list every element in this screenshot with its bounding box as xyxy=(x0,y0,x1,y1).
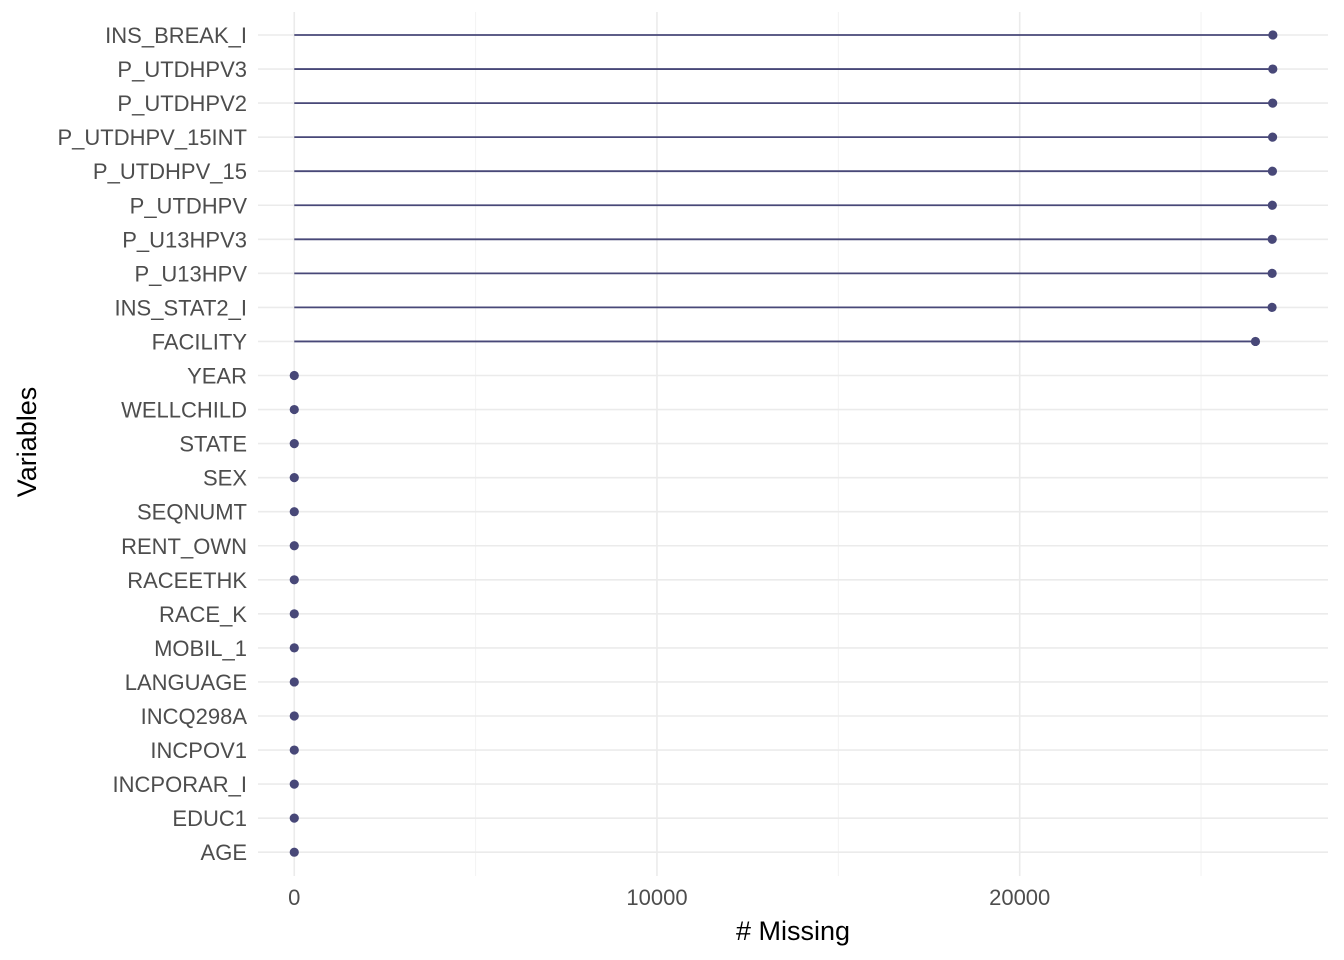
x-tick-label: 10000 xyxy=(626,885,687,910)
lollipop-point xyxy=(1267,200,1277,210)
y-tick-label: INCPORAR_I xyxy=(113,772,247,797)
lollipop-point xyxy=(289,779,299,789)
lollipop-point xyxy=(289,677,299,687)
lollipop-point xyxy=(289,404,299,415)
lollipop-point xyxy=(289,745,299,755)
y-tick-label: RACE_K xyxy=(159,602,247,627)
x-tick-label: 0 xyxy=(288,885,300,910)
x-tick-label: 20000 xyxy=(989,885,1050,910)
y-tick-label: RACEETHK xyxy=(127,568,247,593)
marks-layer xyxy=(289,30,1278,857)
lollipop-point xyxy=(289,643,299,653)
y-axis-title: Variables xyxy=(12,387,42,498)
y-tick-label: P_UTDHPV_15 xyxy=(93,159,247,184)
y-tick-label: INCQ298A xyxy=(141,704,248,729)
grid-layer xyxy=(258,12,1328,876)
lollipop-point xyxy=(289,370,299,381)
y-tick-label: MOBIL_1 xyxy=(154,636,247,661)
lollipop-point xyxy=(289,541,299,551)
lollipop-point xyxy=(289,813,299,823)
y-tick-label: P_U13HPV3 xyxy=(122,227,247,252)
lollipop-point xyxy=(1267,132,1278,142)
lollipop-point xyxy=(289,575,299,585)
y-tick-labels: INS_BREAK_I P_UTDHPV3 P_UTDHPV2 P_UTDHPV_15… xyxy=(57,23,247,865)
lollipop-point xyxy=(1267,302,1277,312)
y-tick-label: P_UTDHPV3 xyxy=(117,57,247,82)
lollipop-point xyxy=(289,711,299,721)
lollipop-point xyxy=(1267,268,1277,278)
y-tick-label: FACILITY xyxy=(152,329,248,354)
y-tick-label: RENT_OWN xyxy=(121,534,247,559)
y-tick-label: P_U13HPV xyxy=(134,261,247,286)
y-tick-label: WELLCHILD xyxy=(121,398,247,423)
y-tick-label: STATE xyxy=(179,432,247,457)
y-tick-label: INCPOV1 xyxy=(150,738,247,763)
y-tick-label: EDUC1 xyxy=(172,806,247,831)
y-tick-label: SEQNUMT xyxy=(137,500,247,525)
y-tick-label: LANGUAGE xyxy=(125,670,247,695)
lollipop-point xyxy=(289,507,299,517)
x-tick-labels: 0 10000 20000 xyxy=(288,885,1050,910)
y-tick-label: INS_STAT2_I xyxy=(115,295,247,320)
lollipop-point xyxy=(289,439,299,449)
lollipop-point xyxy=(1268,30,1278,40)
y-tick-label: SEX xyxy=(203,466,247,491)
y-tick-label: P_UTDHPV_15INT xyxy=(57,125,247,150)
lollipop-point xyxy=(1267,234,1277,244)
y-tick-label: INS_BREAK_I xyxy=(105,23,247,48)
lollipop-point xyxy=(1250,336,1261,347)
y-tick-label: P_UTDHPV xyxy=(130,193,248,218)
x-axis-title: # Missing xyxy=(736,916,850,946)
y-tick-label: AGE xyxy=(201,840,247,865)
y-tick-label: YEAR xyxy=(187,364,247,389)
lollipop-point xyxy=(1268,98,1278,108)
lollipop-point xyxy=(289,847,299,857)
lollipop-point xyxy=(289,473,299,483)
lollipop-point xyxy=(289,609,299,619)
y-tick-label: P_UTDHPV2 xyxy=(117,91,247,116)
lollipop-point xyxy=(1267,166,1278,176)
lollipop-point xyxy=(1268,64,1278,74)
